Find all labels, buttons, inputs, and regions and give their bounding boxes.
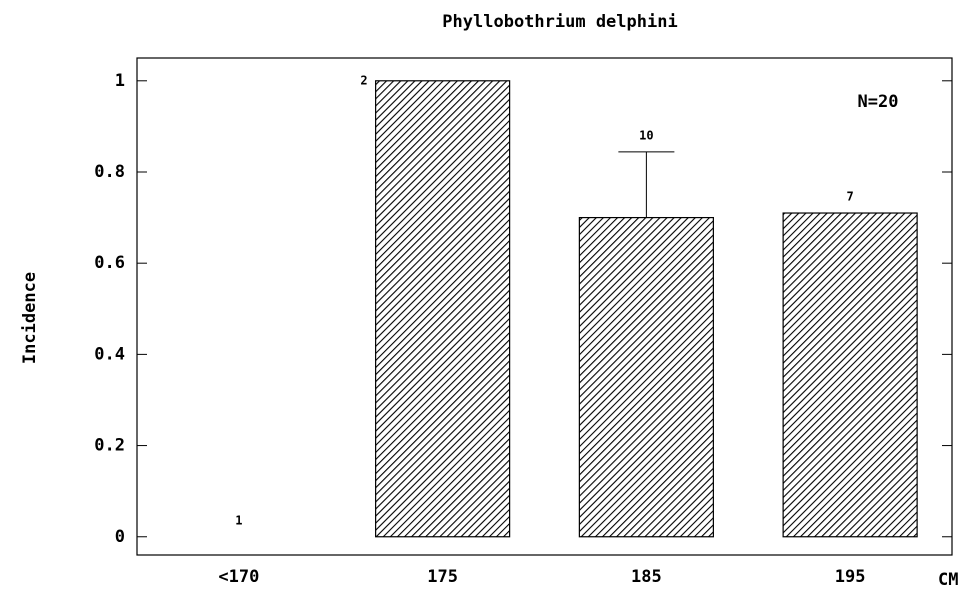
y-tick-label: 0 — [115, 527, 125, 547]
bar — [578, 216, 714, 538]
y-tick-label: 1 — [115, 71, 125, 91]
annotation: N=20 — [858, 92, 899, 112]
count-label: 2 — [360, 73, 367, 87]
x-tick-label: <170 — [218, 567, 259, 587]
y-axis-label: Incidence — [20, 272, 40, 364]
plot-frame — [136, 57, 953, 556]
count-label: 1 — [235, 513, 242, 527]
x-tick-label: 195 — [835, 567, 866, 587]
chart-title: Phyllobothrium delphini — [442, 12, 677, 32]
bar — [782, 212, 918, 538]
x-axis-label: CM — [938, 570, 958, 590]
count-label: 7 — [847, 190, 854, 204]
x-tick-label: 185 — [631, 567, 662, 587]
bar — [375, 80, 511, 538]
y-tick-label: 0.4 — [94, 344, 125, 364]
x-tick-label: 175 — [427, 567, 458, 587]
y-tick-label: 0.2 — [94, 436, 125, 456]
y-tick-label: 0.6 — [94, 253, 125, 273]
count-label: 10 — [639, 128, 653, 142]
y-tick-label: 0.8 — [94, 162, 125, 182]
